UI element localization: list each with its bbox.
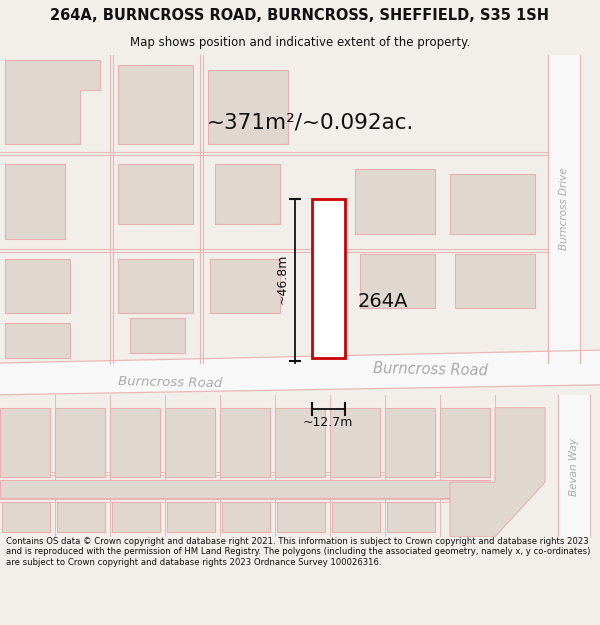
Polygon shape [330, 408, 380, 478]
Polygon shape [387, 502, 435, 532]
Polygon shape [110, 408, 160, 478]
Polygon shape [0, 408, 50, 478]
Polygon shape [130, 318, 185, 353]
Polygon shape [355, 169, 435, 234]
Polygon shape [55, 408, 105, 478]
Polygon shape [118, 65, 193, 144]
Polygon shape [450, 408, 545, 537]
Text: Burncross Road: Burncross Road [373, 361, 488, 379]
Polygon shape [385, 408, 435, 478]
Polygon shape [332, 502, 380, 532]
Text: Contains OS data © Crown copyright and database right 2021. This information is : Contains OS data © Crown copyright and d… [6, 537, 590, 567]
Text: ~12.7m: ~12.7m [303, 416, 353, 429]
Polygon shape [165, 408, 215, 478]
Polygon shape [208, 70, 288, 144]
Polygon shape [57, 502, 105, 532]
Polygon shape [118, 164, 193, 224]
Polygon shape [277, 502, 325, 532]
Text: Burncross Drive: Burncross Drive [559, 168, 569, 251]
Polygon shape [167, 502, 215, 532]
Polygon shape [455, 254, 535, 308]
Text: Bevan Way: Bevan Way [569, 438, 579, 496]
Polygon shape [112, 502, 160, 532]
Polygon shape [0, 350, 600, 395]
Polygon shape [5, 60, 100, 144]
Polygon shape [5, 164, 65, 239]
Text: Map shows position and indicative extent of the property.: Map shows position and indicative extent… [130, 36, 470, 49]
Polygon shape [5, 259, 70, 313]
Polygon shape [222, 502, 270, 532]
Polygon shape [312, 199, 345, 358]
Polygon shape [215, 164, 280, 224]
Polygon shape [275, 408, 325, 478]
Polygon shape [210, 259, 280, 313]
Polygon shape [0, 480, 490, 498]
Text: 264A, BURNCROSS ROAD, BURNCROSS, SHEFFIELD, S35 1SH: 264A, BURNCROSS ROAD, BURNCROSS, SHEFFIE… [50, 8, 550, 23]
Polygon shape [440, 408, 490, 478]
Polygon shape [450, 174, 535, 234]
Polygon shape [360, 254, 435, 308]
Text: ~46.8m: ~46.8m [275, 253, 289, 304]
Polygon shape [558, 395, 590, 537]
Polygon shape [5, 323, 70, 358]
Polygon shape [548, 55, 580, 363]
Text: ~371m²/~0.092ac.: ~371m²/~0.092ac. [206, 112, 413, 132]
Polygon shape [118, 259, 193, 313]
Polygon shape [2, 502, 50, 532]
Text: Burncross Road: Burncross Road [118, 375, 222, 391]
Polygon shape [220, 408, 270, 478]
Text: 264A: 264A [358, 292, 409, 311]
